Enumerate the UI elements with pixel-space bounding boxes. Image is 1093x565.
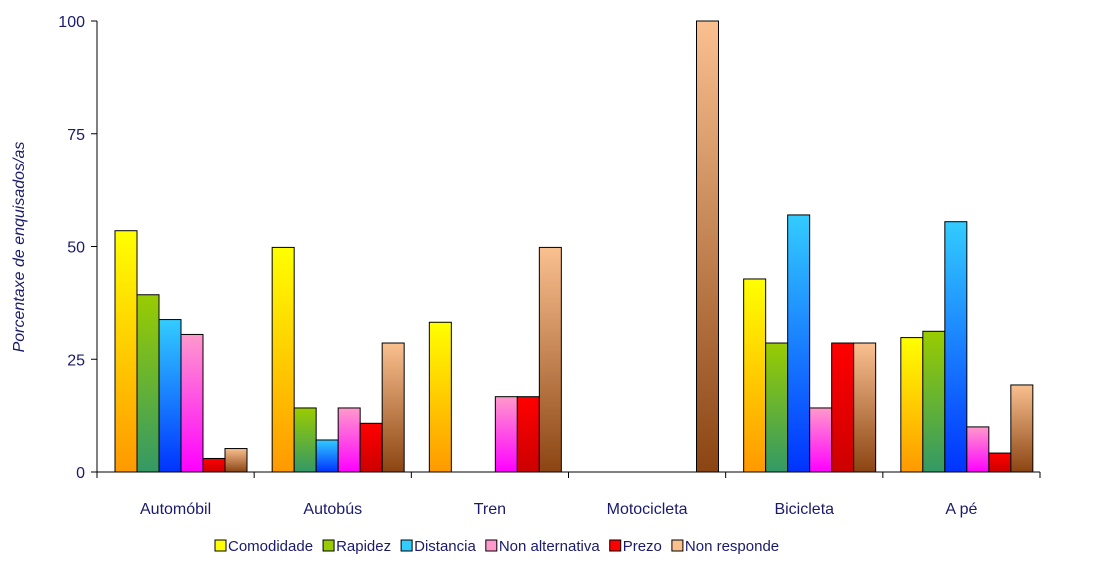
legend-swatch <box>400 539 413 552</box>
bar-non-responde <box>538 246 562 473</box>
bar-distancia <box>944 221 968 473</box>
legend-label: Rapidez <box>336 538 391 555</box>
bar-rapidez <box>922 330 946 473</box>
bar-comodidade <box>114 230 138 473</box>
legend-swatch <box>609 539 622 552</box>
bar-non-alternativa <box>494 396 518 473</box>
bar-comodidade <box>271 246 295 473</box>
bar-rapidez <box>293 407 317 473</box>
x-tick-label: Autobús <box>303 501 362 518</box>
legend-label: Comodidade <box>228 538 313 555</box>
bar-prezo <box>516 396 540 473</box>
bars <box>114 20 1034 473</box>
bar-distancia <box>158 319 182 473</box>
x-tick-label: Motocicleta <box>607 501 688 518</box>
bar-non-responde <box>696 20 719 473</box>
bar-non-responde <box>1010 384 1034 473</box>
legend-item: Comodidade <box>214 538 313 555</box>
legend-swatch <box>485 539 498 552</box>
y-ticks: 0 25 50 75 100 <box>58 14 97 482</box>
legend-label: Non responde <box>685 538 779 555</box>
bar-rapidez <box>136 294 160 473</box>
legend-swatch <box>671 539 684 552</box>
y-tick-label: 25 <box>67 352 85 369</box>
legend: Comodidade Rapidez Distancia Non alternativ… <box>214 538 779 555</box>
legend-item: Non alternativa <box>485 538 601 555</box>
bar-comodidade <box>900 337 924 473</box>
bar-rapidez <box>765 342 789 473</box>
y-tick-label: 50 <box>67 240 85 257</box>
bar-comodidade <box>428 321 452 473</box>
bar-non-alternativa <box>180 333 204 473</box>
bar-distancia <box>787 214 811 473</box>
x-tick-label: Automóbil <box>140 501 211 518</box>
legend-label: Non alternativa <box>499 538 601 555</box>
y-axis-label: Porcentaxe de enquisados/as <box>11 142 28 353</box>
bar-non-alternativa <box>966 426 990 473</box>
bar-prezo <box>359 422 383 473</box>
legend-label: Distancia <box>414 538 476 555</box>
legend-item: Prezo <box>609 538 662 555</box>
legend-item: Distancia <box>400 538 476 555</box>
legend-item: Non responde <box>671 538 779 555</box>
x-tick-label: A pé <box>945 501 977 518</box>
bar-non-alternativa <box>337 407 361 473</box>
x-tick-label: Bicicleta <box>774 501 834 518</box>
bar-non-responde <box>853 342 877 473</box>
bar-prezo <box>831 342 855 473</box>
legend-item: Rapidez <box>322 538 391 555</box>
bar-non-alternativa <box>809 407 833 473</box>
x-categories: Automóbil Autobús Tren Motocicleta Bicicleta… <box>140 501 978 518</box>
bar-non-responde <box>381 342 405 473</box>
y-tick-label: 100 <box>58 14 85 31</box>
bar-distancia <box>315 439 339 473</box>
bar-prezo <box>988 452 1012 473</box>
legend-swatch <box>322 539 335 552</box>
legend-label: Prezo <box>623 538 662 555</box>
axes <box>96 21 1041 478</box>
y-tick-label: 0 <box>76 465 85 482</box>
x-tick-label: Tren <box>474 501 506 518</box>
bar-prezo <box>202 457 226 473</box>
bar-non-responde <box>224 448 248 473</box>
bar-comodidade <box>743 278 767 473</box>
y-tick-label: 75 <box>67 127 85 144</box>
legend-swatch <box>214 539 227 552</box>
